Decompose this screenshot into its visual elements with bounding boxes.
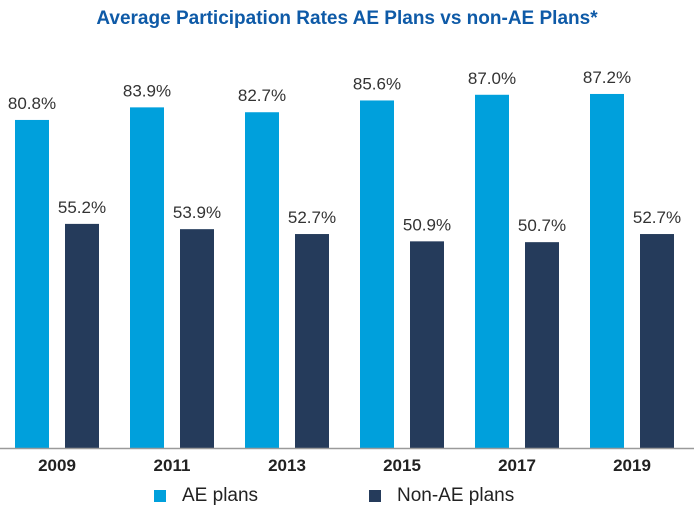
data-label-ae-2009: 80.8% [8, 94, 56, 113]
bar-ae-2019 [590, 93, 624, 448]
data-label-ae-2013: 82.7% [238, 86, 286, 105]
legend-swatch-non-ae [369, 490, 381, 502]
x-tick-label-2009: 2009 [38, 456, 76, 475]
x-tick-label-2013: 2013 [268, 456, 306, 475]
bar-non-ae-2009 [65, 223, 99, 448]
x-tick-label-2017: 2017 [498, 456, 536, 475]
data-label-non-ae-2019: 52.7% [633, 208, 681, 227]
x-tick-label-2011: 2011 [154, 456, 191, 475]
data-label-ae-2017: 87.0% [468, 69, 516, 88]
legend-swatch-ae [154, 490, 166, 502]
legend-label-non-ae: Non-AE plans [397, 485, 515, 506]
data-label-ae-2019: 87.2% [583, 68, 631, 87]
bar-ae-2013 [245, 112, 279, 448]
data-label-non-ae-2015: 50.9% [403, 215, 451, 234]
bar-non-ae-2013 [295, 234, 329, 448]
data-label-non-ae-2011: 53.9% [173, 203, 221, 222]
chart-title: Average Participation Rates AE Plans vs … [96, 8, 598, 29]
bar-ae-2015 [360, 100, 394, 449]
x-tick-label-2015: 2015 [383, 456, 421, 475]
bar-ae-2009 [15, 119, 49, 449]
bar-non-ae-2017 [525, 242, 559, 448]
data-label-non-ae-2009: 55.2% [58, 198, 106, 217]
bar-non-ae-2019 [640, 234, 674, 448]
legend-item-ae: AE plans [154, 485, 258, 507]
x-tick-label-2019: 2019 [613, 456, 651, 475]
data-label-non-ae-2017: 50.7% [518, 216, 566, 235]
legend-label-ae: AE plans [182, 485, 259, 506]
bar-ae-2017 [475, 94, 509, 448]
bar-ae-2011 [130, 107, 164, 448]
data-label-non-ae-2013: 52.7% [288, 208, 336, 227]
legend-item-non-ae: Non-AE plans [369, 485, 514, 507]
bar-non-ae-2015 [410, 241, 444, 448]
bar-non-ae-2011 [180, 229, 214, 448]
data-label-ae-2011: 83.9% [123, 81, 171, 100]
data-label-ae-2015: 85.6% [353, 74, 401, 93]
